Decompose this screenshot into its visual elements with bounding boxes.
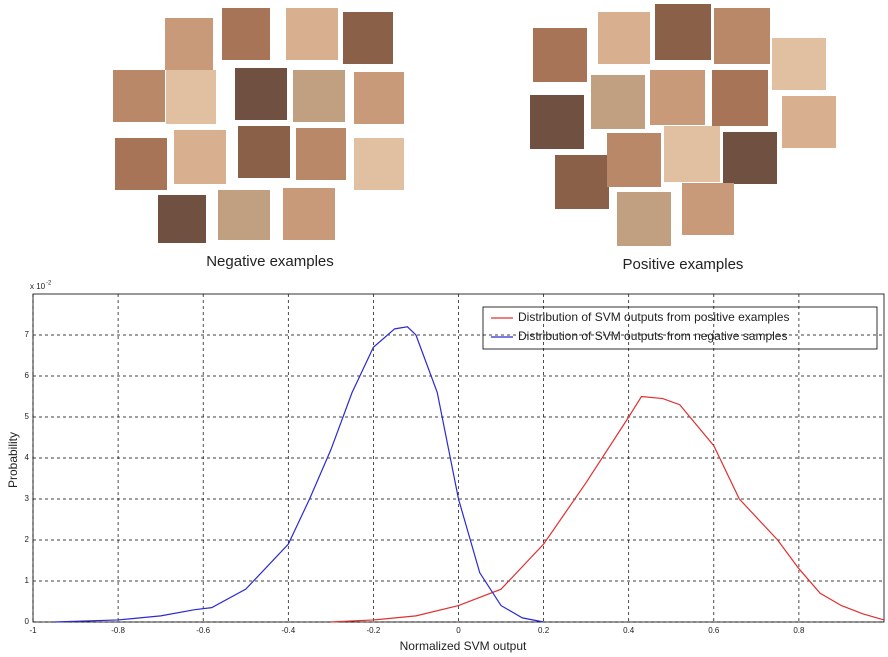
- x-tick-label: 0.8: [793, 626, 805, 635]
- caption: Positive examples: [623, 256, 744, 273]
- face-image: [591, 75, 645, 129]
- face-image: [617, 192, 671, 246]
- face-image: [115, 138, 167, 190]
- y-axis-label: Probability: [6, 432, 20, 488]
- x-tick-label: -0.4: [281, 626, 295, 635]
- face-thumbnails: [113, 4, 836, 246]
- face-image: [296, 128, 346, 180]
- face-image: [166, 70, 216, 124]
- legend-label: Distribution of SVM outputs from negativ…: [518, 329, 787, 343]
- face-image: [222, 8, 270, 60]
- y-scale-label: x 10: [30, 282, 46, 291]
- x-tick-label: -0.8: [111, 626, 125, 635]
- x-tick-label: -1: [29, 626, 37, 635]
- face-image: [607, 133, 661, 187]
- face-image: [530, 95, 584, 149]
- face-image: [555, 155, 609, 209]
- y-scale-exponent: -2: [46, 281, 52, 287]
- face-image: [598, 12, 650, 64]
- legend-label: Distribution of SVM outputs from positiv…: [518, 310, 789, 324]
- y-tick-label: 0: [25, 617, 30, 626]
- x-tick-label: 0.6: [708, 626, 720, 635]
- face-image: [354, 72, 404, 124]
- face-image: [772, 38, 826, 90]
- face-image: [533, 28, 587, 82]
- face-image: [354, 138, 404, 190]
- face-image: [682, 183, 734, 235]
- face-image: [165, 18, 213, 70]
- face-image: [714, 8, 770, 64]
- face-image: [174, 130, 226, 184]
- y-tick-label: 7: [25, 330, 30, 339]
- y-tick-label: 2: [25, 535, 30, 544]
- face-image: [235, 68, 287, 120]
- face-image: [293, 70, 345, 122]
- face-image: [158, 195, 206, 243]
- x-axis-label: Normalized SVM output: [400, 639, 527, 653]
- face-image: [664, 126, 720, 182]
- y-tick-label: 6: [25, 371, 30, 380]
- face-image: [723, 132, 777, 184]
- x-tick-label: 0: [456, 626, 461, 635]
- face-image: [283, 188, 335, 240]
- face-image: [218, 190, 270, 240]
- x-tick-label: -0.6: [196, 626, 210, 635]
- y-tick-label: 1: [25, 576, 30, 585]
- face-image: [238, 126, 290, 178]
- face-image: [286, 8, 338, 60]
- x-tick-label: 0.2: [538, 626, 550, 635]
- face-image: [113, 70, 165, 122]
- y-tick-label: 5: [25, 412, 30, 421]
- y-tick-label: 4: [25, 453, 30, 462]
- face-image: [343, 12, 393, 64]
- y-tick-label: 3: [25, 494, 30, 503]
- figure: Negative examples Positive examples x 10…: [0, 0, 888, 657]
- x-tick-label: -0.2: [367, 626, 381, 635]
- caption: Negative examples: [206, 253, 334, 270]
- face-image: [712, 70, 768, 126]
- face-image: [650, 70, 705, 125]
- face-image: [655, 4, 711, 60]
- x-tick-label: 0.4: [623, 626, 635, 635]
- face-image: [782, 96, 836, 148]
